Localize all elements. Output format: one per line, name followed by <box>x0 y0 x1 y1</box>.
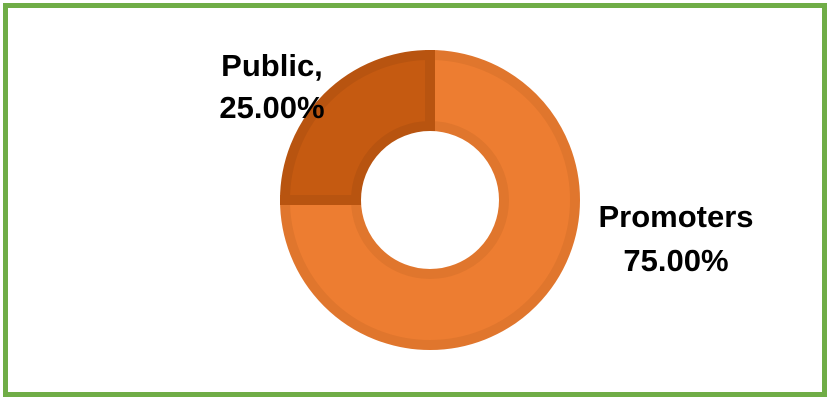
slice-promoters <box>279 49 580 350</box>
data-label-promoters-value: 75.00% <box>623 243 728 278</box>
data-label-public-name: Public, <box>221 48 323 83</box>
data-label-promoters-name: Promoters <box>598 199 753 234</box>
slice-public <box>279 49 435 205</box>
doughnut-slices <box>279 49 580 350</box>
data-label-public-value: 25.00% <box>219 90 324 125</box>
